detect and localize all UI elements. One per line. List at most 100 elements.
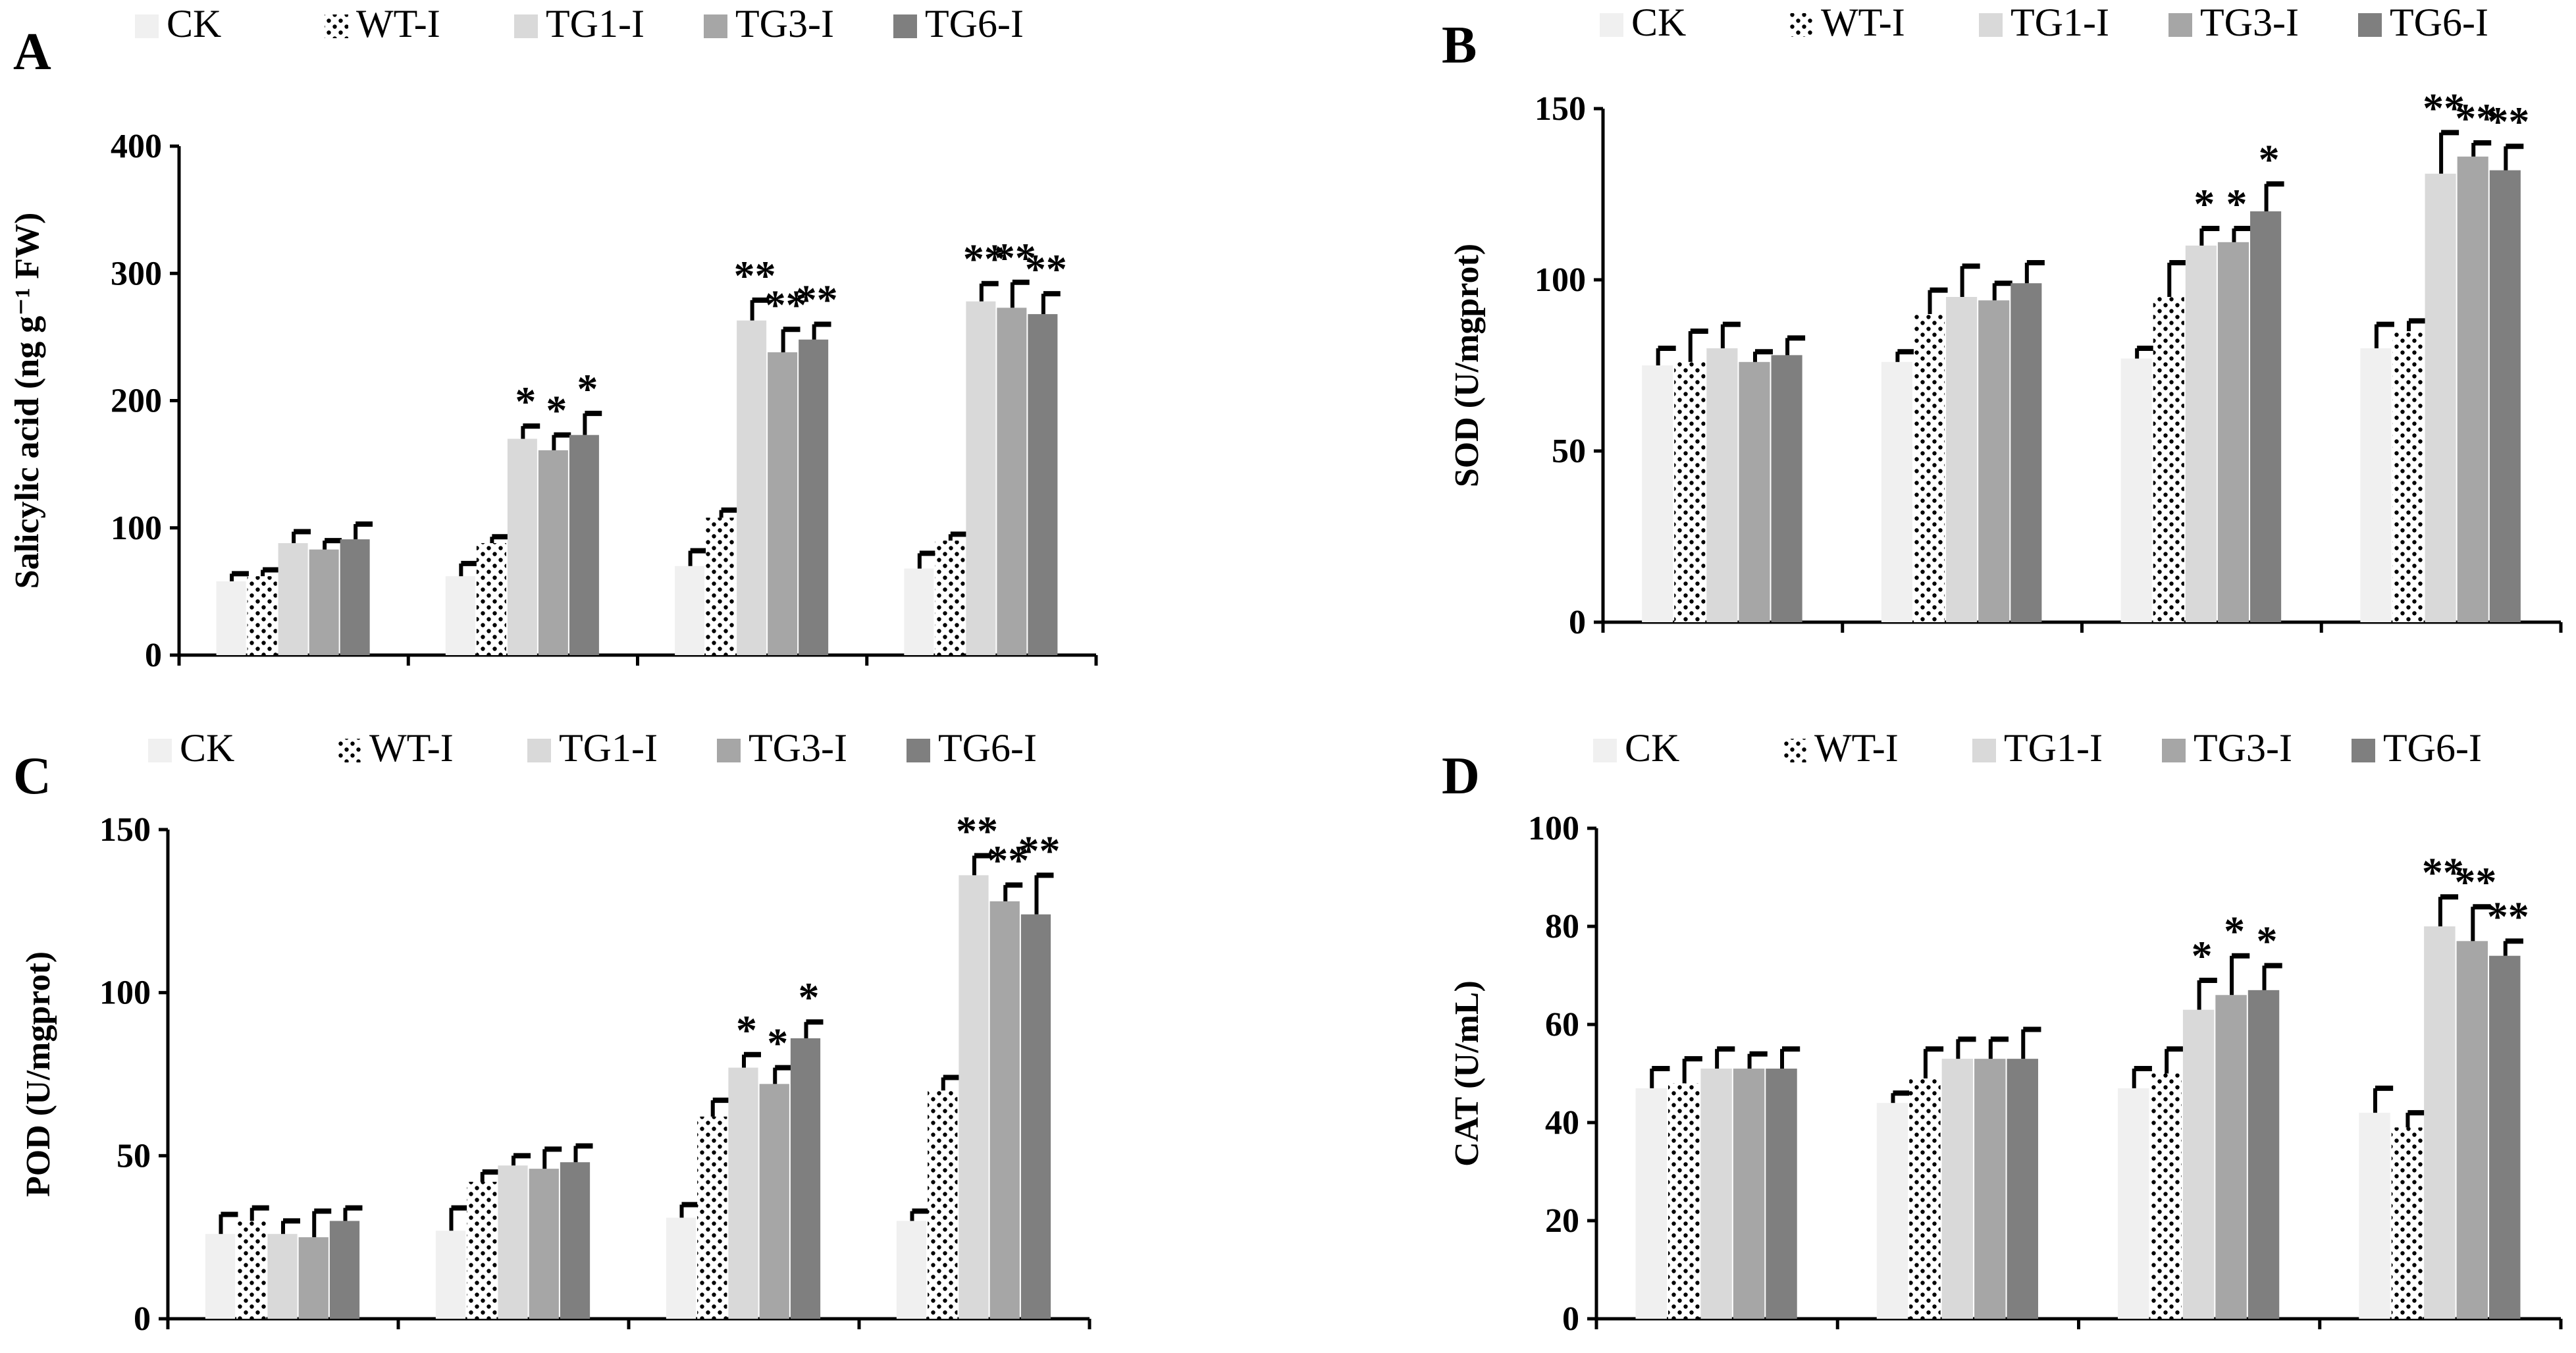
bar [445, 576, 475, 655]
legend: CK WT-I TG1-I TG3-I TG6-I [1593, 726, 2482, 770]
significance-marker: ** [994, 234, 1036, 281]
legend: CK WT-I TG1-I TG3-I TG6-I [148, 726, 1037, 770]
bar [216, 581, 246, 655]
bar [569, 435, 599, 655]
bar [790, 1038, 821, 1319]
y-axis-label: SOD (U/mgprot) [1448, 244, 1486, 487]
significance-marker: ** [765, 281, 807, 328]
bar [1733, 1069, 1765, 1319]
significance-marker: ** [2487, 98, 2529, 145]
legend-swatch [1979, 13, 2003, 37]
legend-label: TG1-I [559, 726, 658, 770]
legend-swatch [1972, 739, 1996, 762]
bar [799, 339, 829, 655]
bar [697, 1116, 727, 1319]
y-tick-label: 100 [1535, 261, 1586, 299]
significance-marker: ** [963, 236, 1005, 282]
bar [507, 438, 537, 655]
legend: CK WT-I TG1-I TG3-I TG6-I [135, 2, 1024, 45]
bar [560, 1162, 591, 1319]
legend-label: TG3-I [2194, 726, 2292, 770]
legend-label: TG1-I [2004, 726, 2103, 770]
bar [267, 1234, 298, 1319]
y-tick-label: 150 [1535, 90, 1586, 128]
legend-swatch [1600, 13, 1623, 37]
significance-marker: * [2192, 932, 2213, 979]
bar [2457, 156, 2488, 623]
y-tick-label: 300 [111, 255, 162, 292]
bar [1020, 914, 1051, 1319]
bar [1739, 361, 1770, 622]
panel-letter: D [1442, 747, 1480, 805]
y-tick-label: 0 [145, 637, 162, 674]
legend-swatch [135, 14, 159, 38]
bar [706, 517, 736, 655]
y-tick-label: 60 [1545, 1006, 1579, 1044]
bar [2391, 1127, 2423, 1319]
bar [896, 1221, 927, 1319]
bar [298, 1237, 329, 1319]
bar [2489, 170, 2521, 623]
bar [247, 576, 277, 655]
legend-swatch [717, 739, 741, 762]
bar [1974, 1059, 2006, 1319]
legend-swatch [1593, 739, 1617, 762]
bar [2247, 990, 2280, 1319]
bar [476, 543, 506, 655]
bar [467, 1181, 497, 1319]
bar [278, 543, 308, 655]
panel-letter: A [13, 23, 51, 81]
bar [666, 1217, 697, 1319]
bar [1909, 1078, 1941, 1319]
legend-label: WT-I [1821, 1, 1905, 44]
bar [997, 307, 1027, 655]
significance-marker: * [2226, 180, 2247, 227]
bar [236, 1221, 267, 1319]
chart-panel-a: A CK WT-I TG1-I TG3-I TG6-I 0 100 200 300 400 Salic… [9, 2, 1098, 674]
significance-marker: ** [1025, 246, 1067, 292]
bar [1978, 300, 2010, 622]
legend-label: TG1-I [546, 2, 644, 45]
bar [2007, 1059, 2038, 1319]
bar [768, 352, 798, 655]
chart-panel-d: D CK WT-I TG1-I TG3-I TG6-I 0 20 40 60 80 100 CAT (U… [1442, 726, 2563, 1338]
y-tick-label: 400 [111, 128, 162, 165]
significance-marker: ** [2422, 849, 2464, 895]
legend-swatch [2169, 13, 2192, 37]
bar [2153, 297, 2184, 622]
significance-marker: ** [796, 277, 838, 323]
legend-label: TG3-I [749, 726, 847, 770]
significance-marker: * [546, 387, 567, 434]
y-axis-label: POD (U/mgprot) [20, 951, 57, 1197]
legend-swatch [2352, 739, 2375, 762]
y-tick-label: 0 [1569, 604, 1586, 641]
legend-label: WT-I [356, 2, 440, 45]
bar [675, 566, 705, 655]
bar [928, 1090, 958, 1319]
legend-label: TG6-I [925, 2, 1024, 45]
bar [529, 1169, 559, 1319]
y-tick-label: 200 [111, 383, 162, 420]
legend-label: TG6-I [938, 726, 1037, 770]
legend-swatch [527, 739, 551, 762]
bar [2120, 358, 2152, 622]
legend-label: TG1-I [2011, 1, 2109, 44]
legend-swatch [907, 739, 930, 762]
legend-label: CK [167, 2, 221, 45]
legend-swatch [704, 14, 727, 38]
bar [2011, 283, 2042, 622]
bar [737, 320, 767, 655]
bar [2456, 941, 2488, 1319]
legend-label: CK [1625, 726, 1679, 770]
legend-swatch [2162, 739, 2186, 762]
bar [2250, 211, 2282, 622]
bar [2360, 348, 2392, 622]
bar [435, 1231, 466, 1319]
bar [1913, 314, 1945, 622]
y-tick-label: 50 [117, 1137, 151, 1175]
y-tick-label: 50 [1552, 433, 1586, 470]
bar [1881, 361, 1912, 622]
bar [2185, 246, 2217, 622]
y-tick-label: 100 [1528, 810, 1579, 847]
